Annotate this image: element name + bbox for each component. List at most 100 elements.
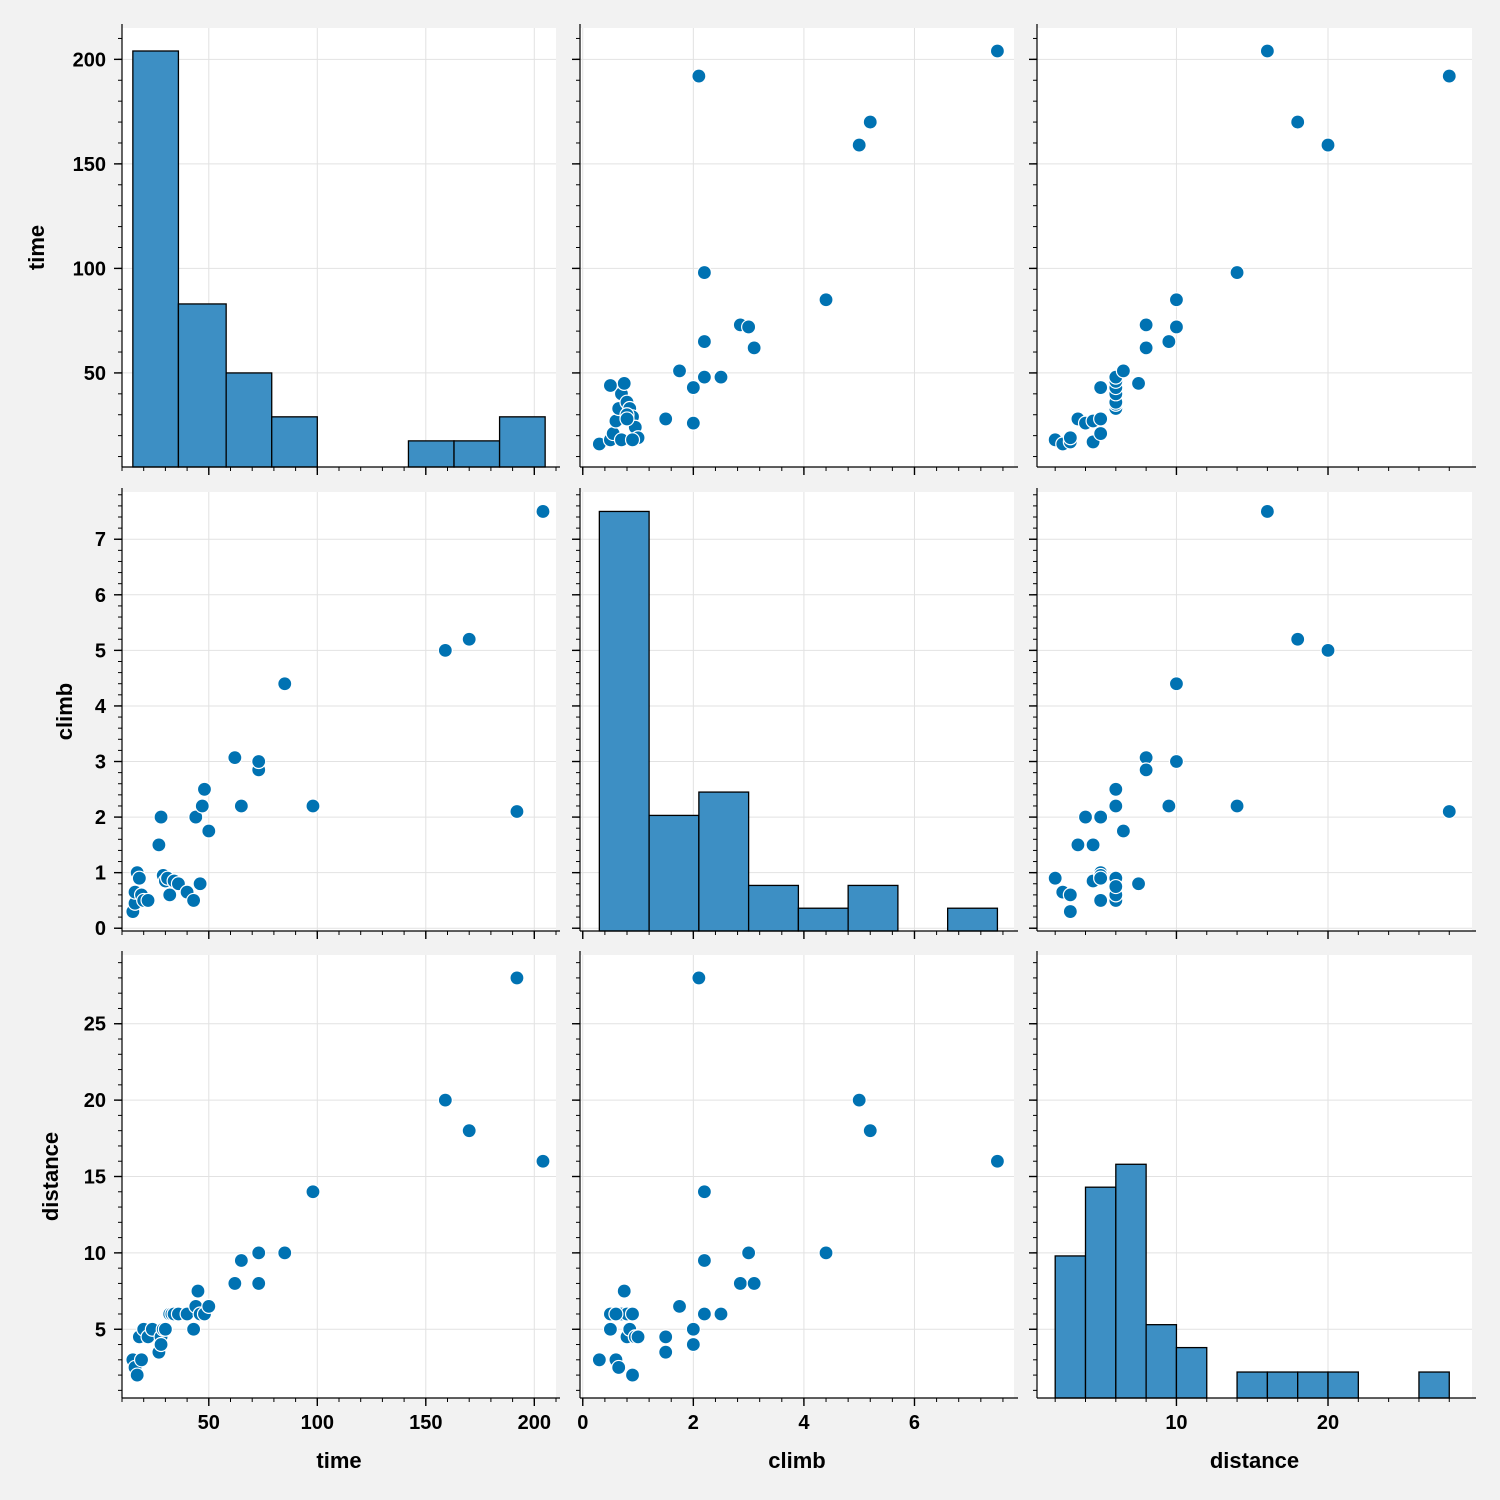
scatter-point [251, 1245, 267, 1261]
scatter-point [619, 411, 635, 427]
scatter-point [196, 781, 213, 797]
x-tick-label: 6 [909, 1412, 920, 1434]
scatter-point [509, 970, 525, 986]
scatter-point [746, 340, 762, 356]
histogram-bar [1236, 1371, 1269, 1399]
histogram-bar [1297, 1371, 1329, 1399]
scatter-point [1138, 317, 1154, 333]
scatter-point [1290, 631, 1306, 647]
scatter-point [696, 1306, 712, 1322]
scatter-point [611, 1359, 627, 1376]
scatter-point [851, 137, 867, 153]
scatter-point [658, 411, 674, 427]
scatter-point [1168, 753, 1185, 770]
y-tick-label: 0 [95, 918, 106, 940]
y-axis-label: time [24, 225, 49, 270]
scatter-point [1070, 837, 1086, 853]
histogram-bar [271, 416, 318, 468]
scatter-point [1161, 333, 1177, 350]
scatter-point [1229, 798, 1245, 814]
scatter-point [685, 1321, 701, 1337]
scatter-point [1441, 803, 1457, 820]
x-tick-label: 200 [518, 1412, 551, 1434]
scatter-point [190, 1283, 206, 1299]
scatter-point [133, 1352, 150, 1368]
histogram-bar [453, 440, 501, 468]
histogram-bar [648, 814, 700, 932]
scatter-point [201, 823, 217, 839]
scatter-point [696, 1252, 712, 1269]
scatter-point [129, 1367, 145, 1383]
panel-distance-vs-climb: 0 2 4 6 climb [572, 951, 1018, 1473]
scatter-point [1130, 375, 1147, 391]
scatter-point [131, 870, 147, 886]
scatter-point [153, 1336, 169, 1353]
scatter-point [685, 379, 701, 396]
scatter-point [713, 369, 729, 385]
y-tick-label: 15 [84, 1167, 106, 1189]
scatter-point [157, 1321, 173, 1337]
scatter-point [624, 1367, 641, 1383]
panel-background [122, 492, 556, 931]
scatter-point [658, 1344, 674, 1360]
y-tick-label: 2 [95, 807, 106, 829]
scatter-point [461, 1123, 477, 1139]
scatter-point [602, 1321, 619, 1337]
scatter-point [746, 1275, 762, 1292]
scatter-point [186, 892, 202, 909]
scatter-point [862, 114, 878, 130]
histogram-bar [1418, 1371, 1450, 1399]
scatter-point [305, 798, 321, 814]
scatter-point [1138, 762, 1154, 778]
scatter-point [1229, 264, 1245, 281]
scatter-point [1115, 363, 1131, 379]
scatter-point [851, 1092, 867, 1108]
scatter-point [1077, 809, 1094, 825]
scatter-point [713, 1306, 729, 1322]
histogram-bar [1266, 1371, 1299, 1399]
scatter-point [437, 642, 453, 658]
panel-background [1037, 28, 1472, 467]
scatter-point [1161, 798, 1177, 814]
scatter-point [1085, 837, 1101, 853]
scatter-point [1108, 878, 1124, 895]
y-axis-label: distance [38, 1132, 63, 1221]
histogram-bar [1084, 1186, 1117, 1399]
y-tick-label: 100 [73, 258, 106, 280]
scatter-point [509, 803, 525, 820]
histogram-bar [1327, 1371, 1359, 1399]
scatter-point [233, 1252, 249, 1269]
scatter-point [1047, 870, 1063, 886]
scatter-point [1320, 642, 1336, 658]
histogram-bar [847, 884, 899, 932]
histogram-bar [598, 510, 650, 932]
scatter-point [305, 1184, 321, 1200]
scatter-point [989, 1153, 1006, 1169]
scatter-point [186, 1321, 202, 1337]
y-tick-label: 3 [95, 752, 106, 774]
scatter-point [227, 1275, 243, 1292]
scatter-point [277, 676, 293, 692]
scatter-point [233, 798, 249, 814]
scatter-point [1168, 292, 1185, 308]
scatter-point [1093, 411, 1109, 427]
scatter-point [201, 1298, 217, 1314]
x-tick-label: 2 [688, 1412, 699, 1434]
panel-background [580, 28, 1014, 467]
y-tick-label: 5 [95, 640, 106, 662]
scatter-point [1320, 137, 1336, 153]
x-axis-label: climb [768, 1448, 825, 1473]
y-tick-label: 6 [95, 585, 106, 607]
scatter-point [437, 1092, 453, 1108]
histogram-bar [498, 416, 546, 468]
scatter-point [591, 1352, 607, 1368]
histogram-bar [177, 303, 227, 468]
x-tick-label: 10 [1165, 1412, 1187, 1434]
scatter-point [696, 333, 712, 350]
x-tick-label: 0 [577, 1412, 588, 1434]
scatter-point [616, 375, 632, 391]
scatter-point [630, 1329, 646, 1345]
scatter-point [1138, 340, 1154, 356]
y-tick-label: 10 [84, 1243, 106, 1265]
